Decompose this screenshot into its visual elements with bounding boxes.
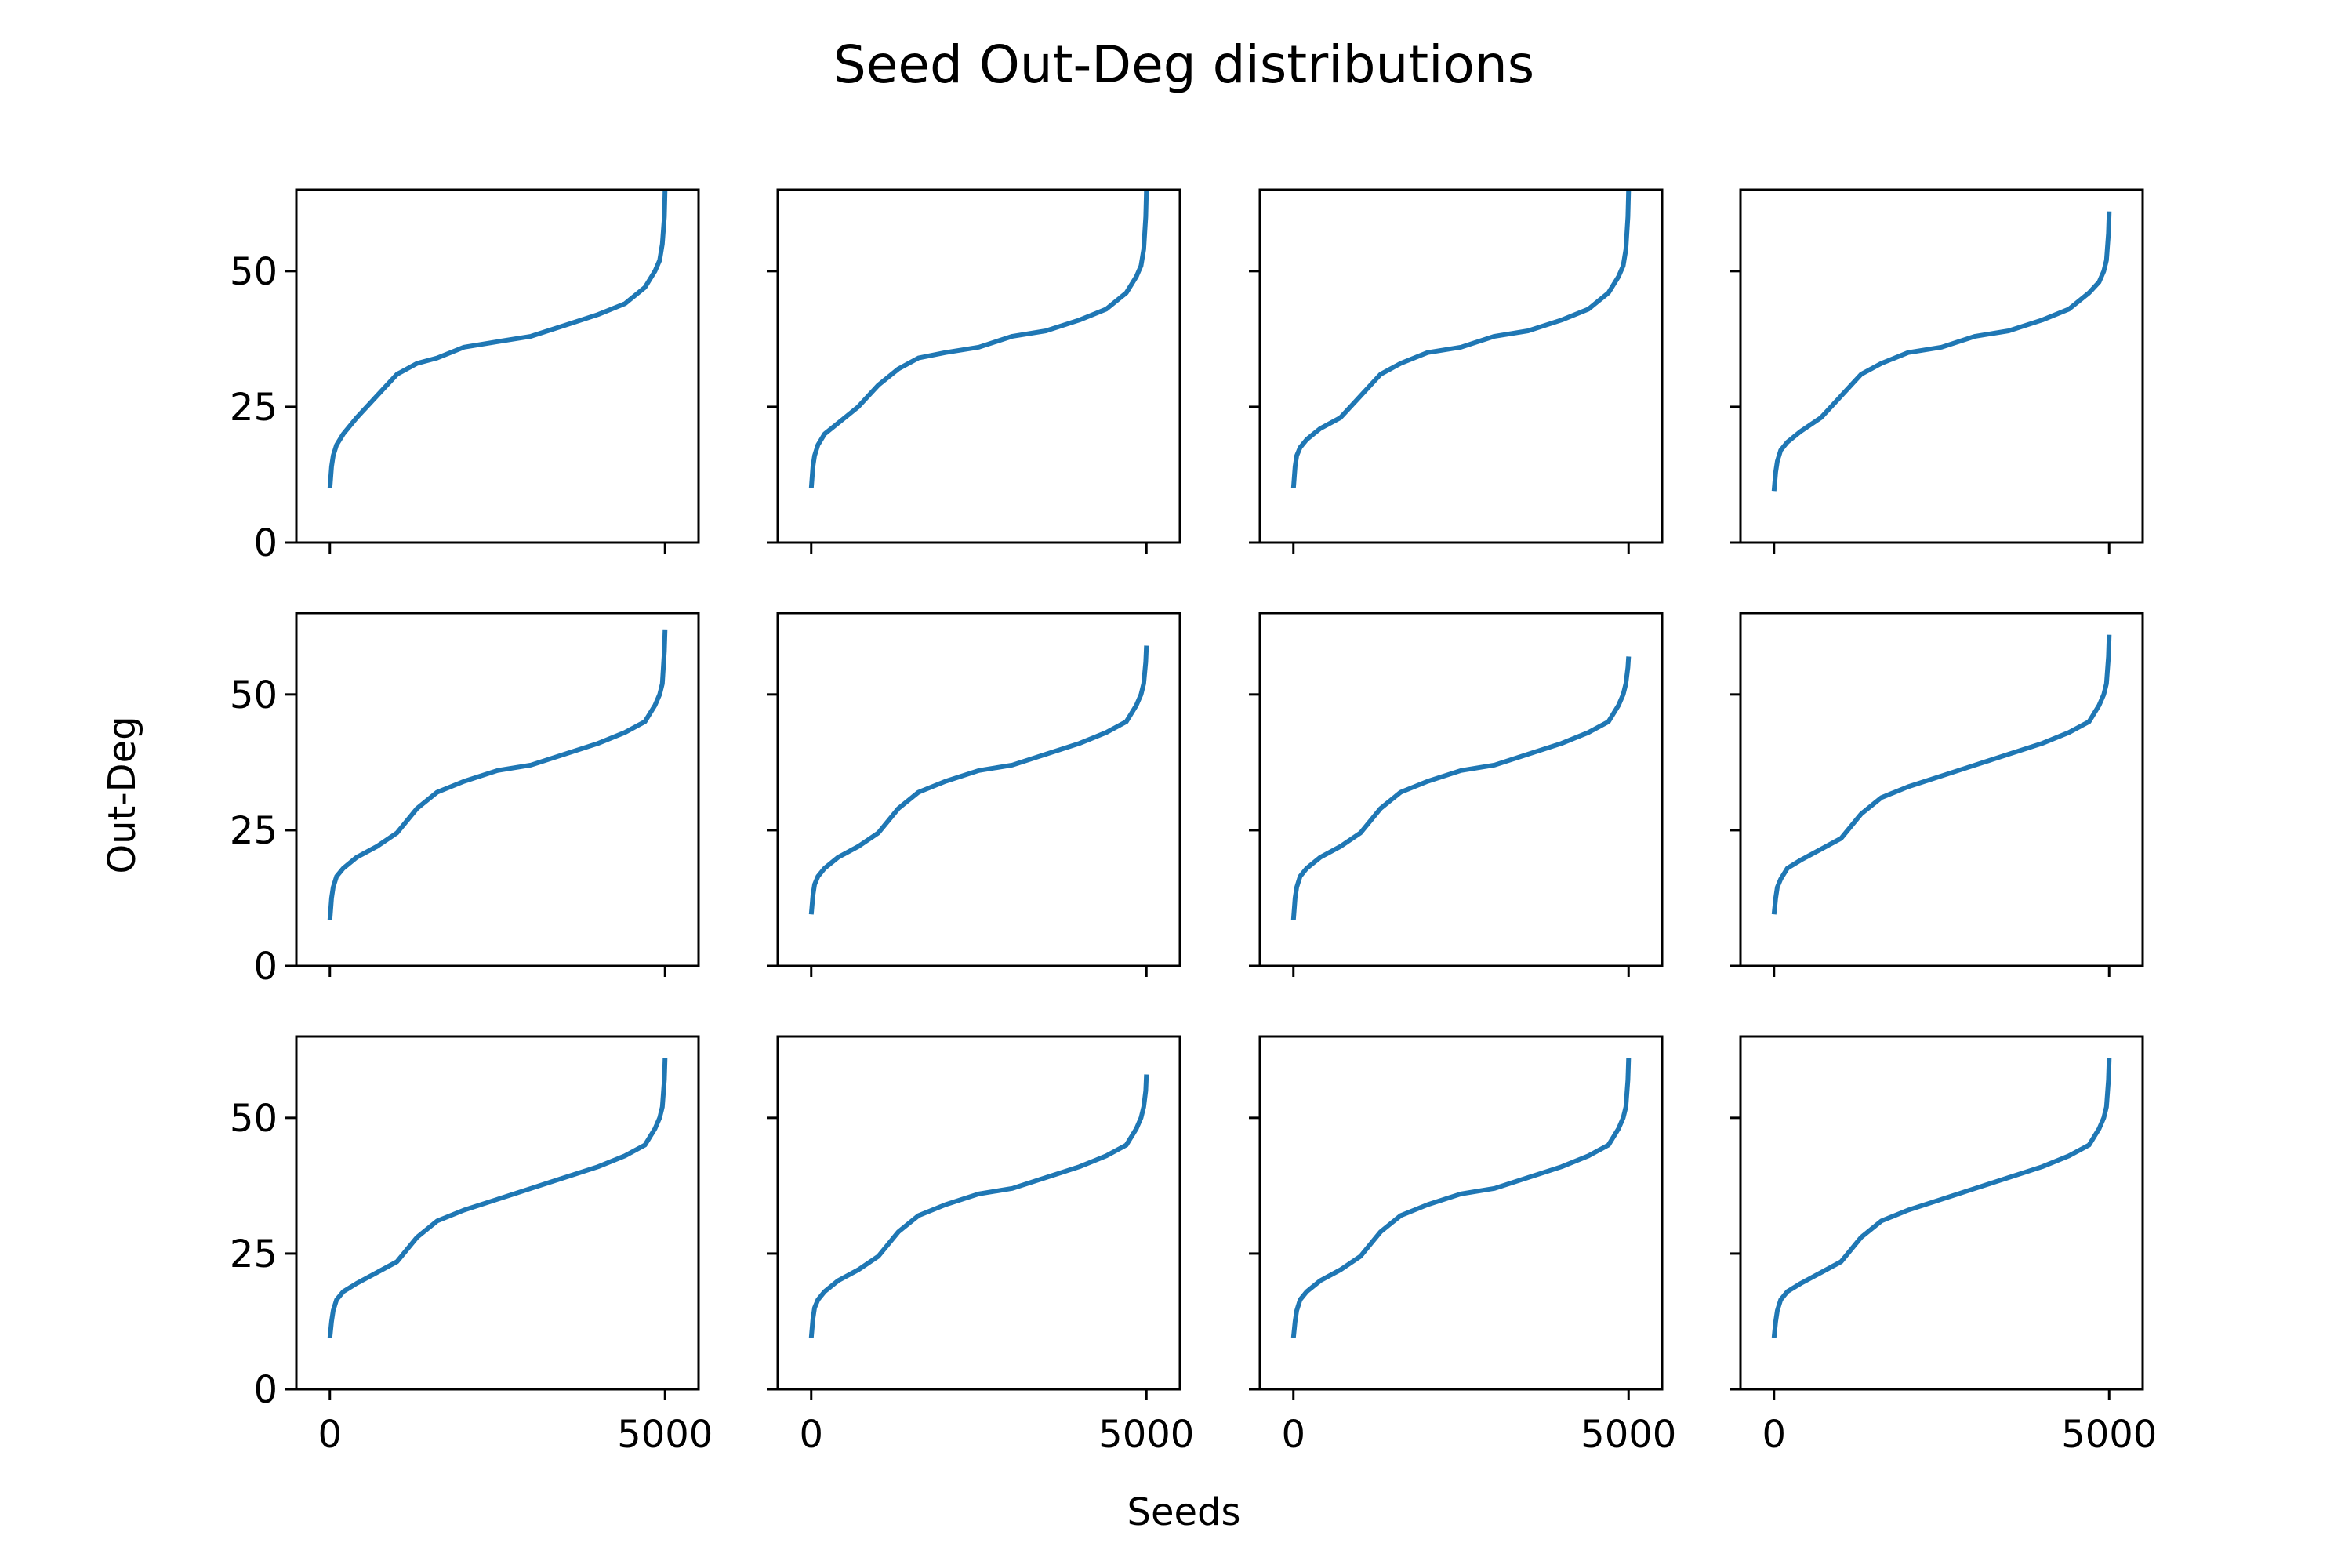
series-line	[327, 189, 668, 489]
subplot-11: 0 5000	[1249, 1035, 1676, 1457]
x-tick-label: 5000	[2061, 1413, 2157, 1457]
subplot-3	[1249, 188, 1664, 554]
axes-frame	[1258, 1035, 1664, 1391]
x-tick-label: 0	[799, 1413, 823, 1457]
series-line	[808, 645, 1149, 915]
y-tick-label: 0	[253, 945, 278, 989]
subplot-10: 0 5000	[767, 1035, 1194, 1457]
y-tick-label: 50	[230, 250, 278, 294]
y-tick-label: 25	[230, 1232, 278, 1276]
series-line	[327, 1058, 668, 1338]
y-tick-label: 50	[230, 1097, 278, 1141]
axes-frame	[776, 612, 1181, 967]
x-tick-label: 5000	[1098, 1413, 1194, 1457]
y-tick-label: 25	[230, 386, 278, 430]
subplot-6	[767, 612, 1181, 977]
series-line	[1771, 211, 2112, 492]
series-line	[1290, 656, 1632, 920]
axes-frame	[1739, 612, 2144, 967]
x-tick-label: 0	[1762, 1413, 1786, 1457]
axes-frame	[1739, 1035, 2144, 1391]
axes-frame	[295, 1035, 700, 1391]
series-line	[808, 1074, 1149, 1338]
y-axis-label: Out-Deg	[100, 716, 144, 873]
axes-frame	[295, 612, 700, 967]
x-axis-label: Seeds	[1127, 1490, 1240, 1534]
axes-frame	[1258, 612, 1664, 967]
subplot-12: 0 5000	[1730, 1035, 2157, 1457]
y-tick-label: 25	[230, 809, 278, 853]
axes-frame	[1258, 188, 1664, 544]
series-line	[327, 629, 668, 920]
series-line	[1771, 634, 2112, 915]
axes-frame	[1739, 188, 2144, 544]
y-tick-label: 0	[253, 1368, 278, 1412]
x-tick-label: 5000	[617, 1413, 713, 1457]
subplot-grid: 0 25 50 0 25 50 0 25 50 0 5000 0 5000 0 5000 0 5000	[230, 188, 2157, 1457]
series-line	[1771, 1058, 2112, 1338]
y-tick-label: 50	[230, 673, 278, 717]
subplot-7	[1249, 612, 1664, 977]
axes-frame	[295, 188, 700, 544]
x-tick-label: 0	[318, 1413, 342, 1457]
x-tick-label: 5000	[1581, 1413, 1676, 1457]
chart-title: Seed Out-Deg distributions	[833, 34, 1534, 95]
series-line	[808, 189, 1149, 489]
subplot-8	[1730, 612, 2144, 977]
series-line	[1290, 189, 1632, 489]
subplot-9: 0 25 50 0 5000	[230, 1035, 713, 1457]
x-tick-label: 0	[1281, 1413, 1305, 1457]
subplot-2	[767, 188, 1181, 554]
y-tick-label: 0	[253, 521, 278, 565]
series-line	[1290, 1058, 1632, 1338]
subplot-4	[1730, 188, 2144, 554]
subplot-5: 0 25 50	[230, 612, 700, 989]
subplot-1: 0 25 50	[230, 188, 700, 565]
axes-frame	[776, 1035, 1181, 1391]
axes-frame	[776, 188, 1181, 544]
